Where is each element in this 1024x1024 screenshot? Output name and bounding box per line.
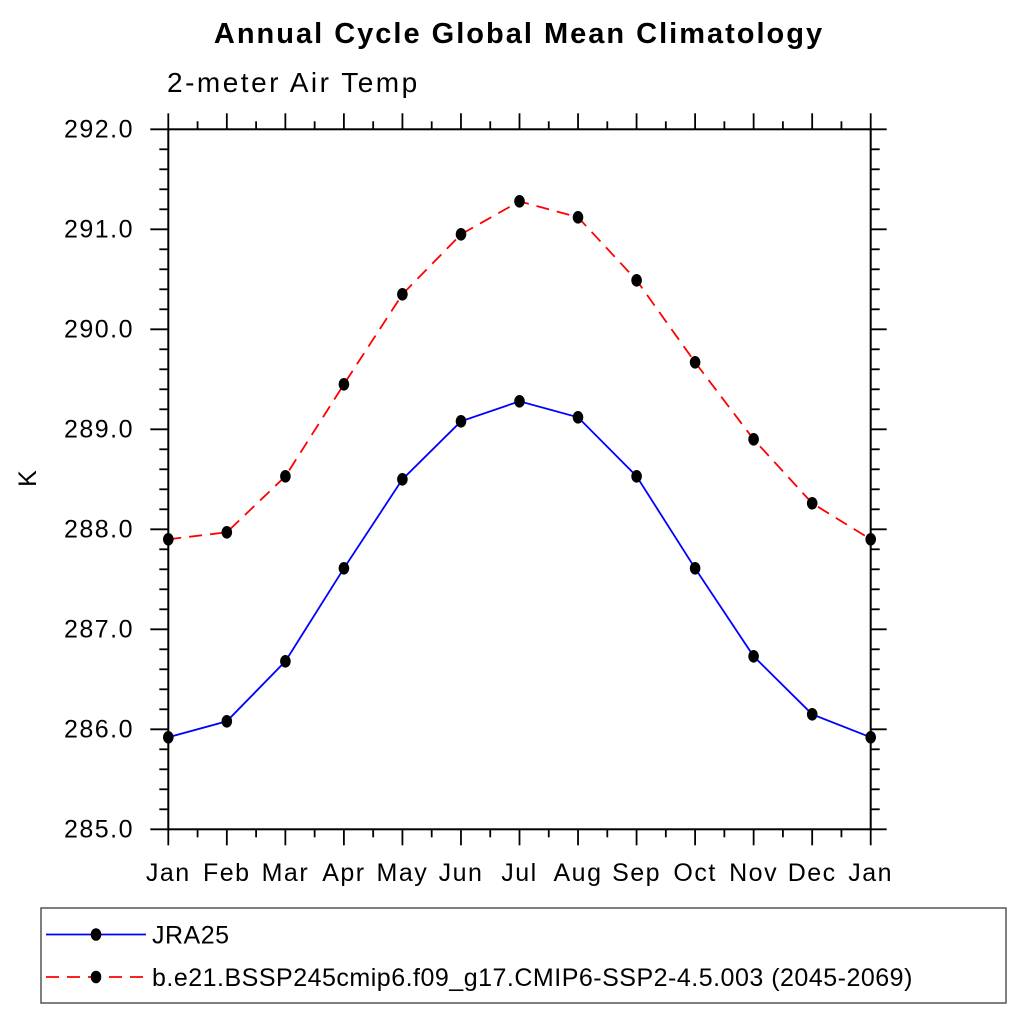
series-line-model — [168, 200, 872, 541]
y-tick-label-285.0: 285.0 — [64, 815, 134, 843]
data-point-model-dec-11 — [806, 497, 818, 510]
y-axis-tick-labels: 285.0 286.0 287.0 288.0 289.0 290.0 291.0 292.0 — [64, 115, 134, 843]
data-point-model-jan-12 — [865, 533, 876, 546]
y-tick-label-291.0: 291.0 — [64, 215, 134, 243]
legend-label-model: b.e21.BSSP245cmip6.f09_g17.CMIP6-SSP2-4.… — [152, 964, 913, 992]
x-tick-label-jan-0: Jan — [146, 859, 191, 887]
x-axis-tick-labels: Jan Feb Mar Apr May Jun Jul Aug Sep Oct Nov Dec Jan — [146, 859, 893, 887]
data-point-model-mar-2 — [280, 470, 291, 483]
data-point-model-jul-6 — [514, 195, 525, 208]
data-point-jra25-nov-10 — [748, 650, 759, 663]
x-tick-label-nov-10: Nov — [729, 859, 778, 887]
data-point-model-may-4 — [397, 288, 408, 301]
data-point-model-apr-3 — [338, 378, 350, 391]
data-point-model-feb-1 — [221, 526, 233, 539]
x-tick-label-feb-1: Feb — [203, 859, 251, 887]
data-point-jra25-oct-9 — [689, 562, 701, 575]
data-point-jra25-jul-6 — [514, 395, 525, 408]
data-point-model-jan-0 — [163, 533, 174, 546]
y-tick-label-290.0: 290.0 — [64, 315, 134, 343]
y-tick-label-292.0: 292.0 — [64, 115, 134, 143]
data-point-jra25-aug-7 — [572, 411, 584, 424]
x-tick-label-jun-5: Jun — [439, 859, 484, 887]
data-point-jra25-feb-1 — [221, 715, 233, 728]
chart-title: Annual Cycle Global Mean Climatology — [214, 18, 824, 50]
legend-marker-jra25 — [90, 928, 102, 941]
legend-border — [40, 907, 1007, 1004]
y-tick-label-289.0: 289.0 — [64, 415, 134, 443]
data-point-jra25-may-4 — [397, 473, 408, 486]
y-tick-label-288.0: 288.0 — [64, 515, 134, 543]
data-point-model-sep-8 — [631, 274, 642, 287]
data-series — [163, 195, 876, 744]
axis-ticks — [150, 113, 887, 846]
legend-marker-model — [90, 970, 102, 984]
data-point-model-jun-5 — [455, 228, 467, 241]
legend-box: JRA25 b.e21.BSSP245cmip6.f09_g17.CMIP6-SS… — [40, 907, 1007, 1004]
data-point-model-nov-10 — [748, 433, 759, 446]
x-tick-label-mar-2: Mar — [262, 859, 310, 887]
data-point-jra25-jan-12 — [865, 731, 876, 744]
data-point-jra25-jan-0 — [163, 731, 174, 744]
plot-border — [167, 128, 872, 831]
x-tick-label-sep-8: Sep — [612, 859, 661, 887]
chart-subtitle: 2-meter Air Temp — [167, 67, 420, 98]
data-point-model-aug-7 — [572, 211, 584, 224]
data-point-jra25-dec-11 — [806, 708, 818, 721]
x-tick-label-aug-7: Aug — [554, 859, 603, 887]
y-axis-label: K — [14, 469, 42, 487]
x-tick-label-oct-9: Oct — [673, 859, 716, 887]
x-tick-label-jan-12: Jan — [848, 859, 893, 887]
x-tick-label-dec-11: Dec — [788, 859, 837, 887]
data-point-jra25-sep-8 — [631, 470, 642, 483]
legend-label-jra25: JRA25 — [152, 922, 230, 950]
x-tick-label-apr-3: Apr — [322, 859, 365, 887]
y-tick-label-287.0: 287.0 — [64, 615, 134, 643]
x-tick-label-may-4: May — [377, 859, 429, 887]
x-tick-label-jul-6: Jul — [501, 859, 537, 887]
data-point-jra25-apr-3 — [338, 562, 350, 575]
data-point-jra25-mar-2 — [280, 655, 291, 668]
plot-frame — [167, 128, 872, 831]
data-point-model-oct-9 — [689, 356, 701, 369]
y-tick-label-286.0: 286.0 — [64, 715, 134, 743]
data-point-jra25-jun-5 — [455, 415, 467, 428]
